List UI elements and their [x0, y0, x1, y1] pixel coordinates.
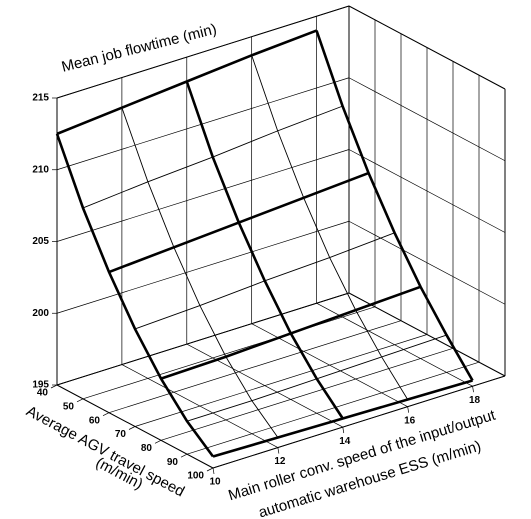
x-tick-label: 18	[469, 395, 481, 406]
grid-line	[108, 320, 402, 414]
tick-mark	[128, 426, 136, 430]
axis-line	[348, 5, 506, 90]
tick-mark	[212, 467, 215, 475]
z-tick-label: 195	[32, 380, 49, 391]
z-axis-title: Mean job flowtime (min)	[60, 21, 219, 76]
z-tick-label: 215	[32, 93, 49, 104]
axis-line	[56, 292, 350, 386]
surface-column	[55, 133, 215, 458]
z-tick-label: 210	[32, 164, 49, 175]
y-tick-label: 40	[37, 388, 49, 399]
surface-column	[185, 81, 344, 420]
surface-column	[121, 107, 279, 438]
grid-line	[56, 149, 350, 242]
tick-mark	[154, 440, 162, 444]
x-tick-label: 14	[339, 436, 351, 447]
grid-line	[160, 347, 454, 441]
z-tick-label: 205	[32, 236, 49, 247]
surface-column	[251, 55, 409, 400]
tick-mark	[76, 398, 84, 403]
tick-mark	[277, 447, 280, 454]
grid-line	[134, 334, 428, 427]
z-tick-label: 200	[32, 308, 49, 319]
grid-line	[348, 149, 506, 233]
grid-line	[348, 220, 506, 305]
axis-line	[348, 292, 506, 377]
tick-mark	[206, 467, 214, 472]
y-tick-label: 70	[115, 429, 127, 440]
tick-mark	[472, 386, 474, 393]
grid-line	[348, 77, 506, 162]
y-tick-label: 50	[63, 401, 75, 412]
tick-mark	[180, 453, 188, 458]
x-tick-label: 10	[209, 477, 221, 488]
y-axis-title: Average AGV travel speed	[23, 403, 187, 501]
y-tick-label: 60	[89, 415, 101, 426]
y-tick-label: 90	[167, 457, 179, 468]
surface-column	[315, 30, 474, 382]
tick-mark	[407, 406, 410, 413]
grid-line	[186, 361, 480, 455]
grid-line	[82, 306, 376, 400]
x-tick-label: 16	[404, 415, 416, 426]
x-tick-label: 12	[274, 456, 286, 467]
tick-mark	[342, 427, 345, 434]
tick-mark	[50, 384, 58, 389]
y-tick-label: 100	[187, 471, 204, 482]
axis-line	[56, 5, 350, 99]
y-tick-label: 80	[141, 443, 153, 454]
grid-line	[56, 77, 350, 171]
tick-mark	[102, 412, 110, 416]
axis-line	[212, 375, 506, 469]
grid-line	[56, 220, 350, 314]
